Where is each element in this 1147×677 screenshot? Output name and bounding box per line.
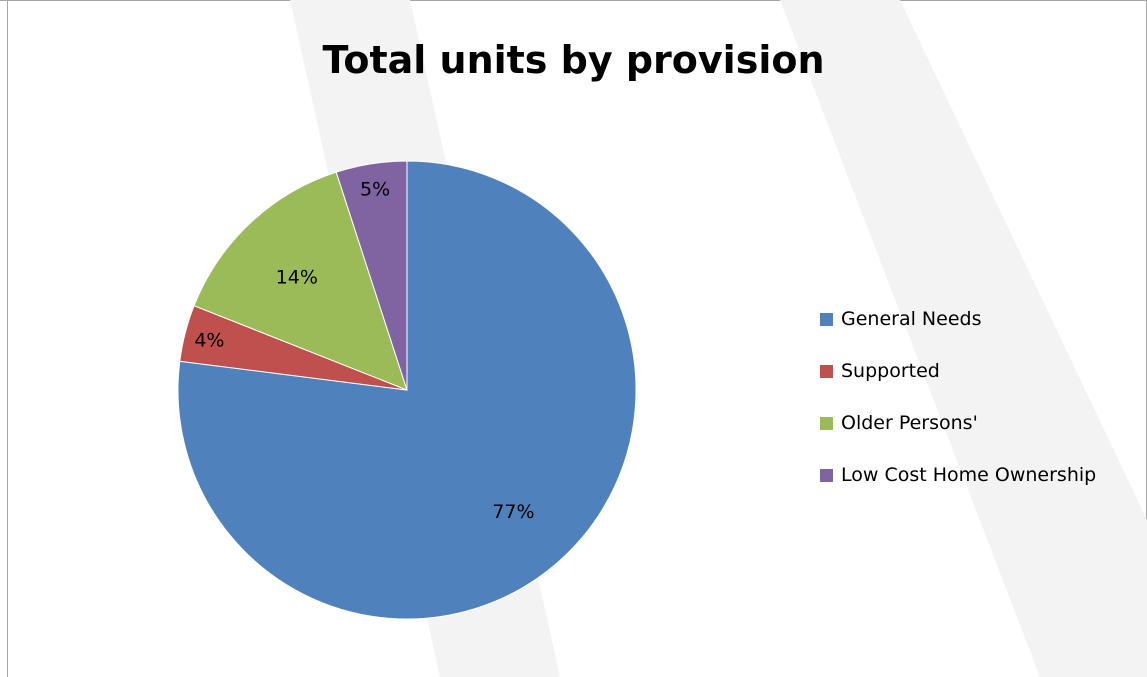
legend-label: Low Cost Home Ownership (841, 464, 1097, 486)
slice-data-label: 14% (276, 267, 318, 289)
chart-frame-top (0, 0, 1147, 1)
pie-slice-low-cost-home-ownership (335, 160, 408, 391)
legend-label: Older Persons' (841, 412, 978, 434)
slice-data-label: 77% (492, 501, 534, 523)
legend-swatch (820, 364, 833, 378)
slice-data-label: 4% (194, 329, 224, 351)
slice-data-label: 5% (360, 179, 390, 201)
legend-item: General Needs (820, 306, 1096, 332)
legend-swatch (820, 416, 833, 430)
chart-title: Total units by provision (322, 38, 825, 82)
legend-swatch (820, 468, 833, 482)
legend-item: Low Cost Home Ownership (820, 462, 1096, 488)
legend-item: Older Persons' (820, 410, 1096, 436)
legend-label: General Needs (841, 308, 982, 330)
legend-item: Supported (820, 358, 1096, 384)
legend-swatch (820, 312, 833, 326)
chart-frame-left (7, 0, 8, 677)
pie-slice-general-needs (177, 160, 637, 620)
chart-legend: General Needs Supported Older Persons' Low … (820, 306, 1096, 514)
legend-label: Supported (841, 360, 940, 382)
